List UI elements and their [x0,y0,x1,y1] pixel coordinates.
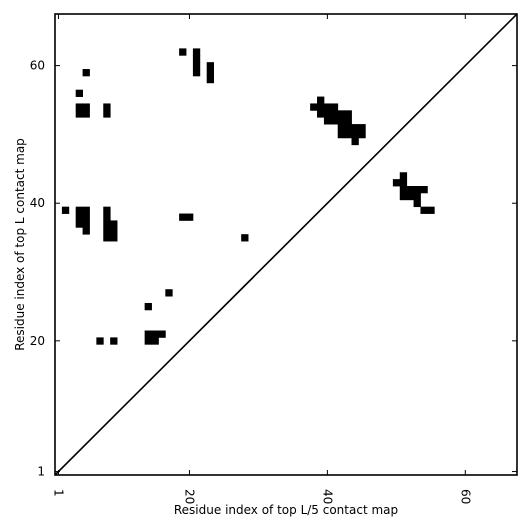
x-tick-label: 60 [458,489,472,504]
contact-cell [330,103,339,111]
contact-cell [330,117,339,125]
y-tick-label: 1 [37,465,45,479]
contact-cell [82,220,90,228]
contact-cell [82,213,90,221]
contact-cell [406,192,414,201]
contact-cell [206,62,214,70]
contact-cell [110,227,118,235]
contact-cell [103,206,111,214]
contact-cell [82,206,90,214]
y-tick-label: 40 [30,196,45,210]
contact-cell [323,117,332,125]
contact-cell [392,179,401,187]
contact-cell [206,69,214,77]
contact-cell [241,234,249,242]
contact-cell [344,117,352,125]
contact-cell [75,103,83,111]
contact-cell [351,130,359,139]
contact-cell [61,206,70,214]
contact-cell [103,213,111,221]
diagonal-line [54,13,518,476]
contact-cell [103,103,111,111]
contact-cell [358,130,366,139]
axis-ticks: 1 20 40 60 1 20 40 60 [30,14,517,504]
contact-cell [399,179,408,187]
contact-cell [337,117,346,125]
contact-cell [330,110,339,118]
contact-cell [351,137,359,146]
contact-cell [103,110,111,118]
contact-cell [96,337,104,345]
plot-frame [54,13,518,476]
contact-cell [144,330,152,338]
contact-cell [413,199,421,208]
contact-cell [186,213,194,221]
contact-cell [337,130,346,139]
contact-cell [399,172,408,180]
contact-cell [110,220,118,228]
contact-cell [75,206,83,214]
contact-cell [103,227,111,235]
x-tick-label: 40 [320,489,334,504]
y-axis-label: Residue index of top L contact map [13,138,27,351]
contact-cell [420,206,428,214]
contact-cell [413,192,421,201]
contact-cell [75,110,83,118]
contact-cell [103,234,111,242]
x-tick-label: 20 [182,489,196,504]
contact-cell [75,89,83,97]
contact-cell [317,110,325,118]
contact-cell [110,337,118,345]
contact-cell [82,103,90,111]
contact-cell [399,186,408,194]
contact-cell [110,234,118,242]
contact-cell [344,124,352,132]
contact-cell [192,69,201,77]
contact-cell [103,220,111,228]
contact-cell [310,103,318,111]
y-tick-label: 20 [30,334,45,348]
contact-cell [399,192,408,201]
contact-cell [192,48,201,56]
contact-cell [192,55,201,63]
contact-cell [317,103,325,111]
contact-cell [337,124,346,132]
contact-cell [206,75,214,84]
contact-cell [317,96,325,104]
x-axis-label: Residue index of top L/5 contact map [174,503,398,517]
contact-cell [358,124,366,132]
contact-cell [413,186,421,194]
contact-cell [179,213,187,221]
contact-cell [82,69,90,77]
contact-cell [192,62,201,70]
contact-cell [144,302,152,311]
contact-cell [420,186,428,194]
contact-cell [179,48,187,56]
contact-cell [151,330,159,338]
contact-cell [351,124,359,132]
contact-cell [344,110,352,118]
contact-cell [75,213,83,221]
contact-cell [75,220,83,228]
x-tick-label: 1 [51,489,65,497]
contact-cell [323,103,332,111]
contact-cell [344,130,352,139]
contact-cell [158,330,166,338]
contact-cell [151,337,159,345]
contact-cell [337,110,346,118]
y-tick-label: 60 [30,59,45,73]
contact-cell [82,227,90,235]
contact-cell [427,206,435,214]
contact-cells [61,48,435,345]
contact-cell [165,289,173,297]
contact-cell [406,186,414,194]
contact-cell [144,337,152,345]
contact-cell [323,110,332,118]
contact-cell [82,110,90,118]
